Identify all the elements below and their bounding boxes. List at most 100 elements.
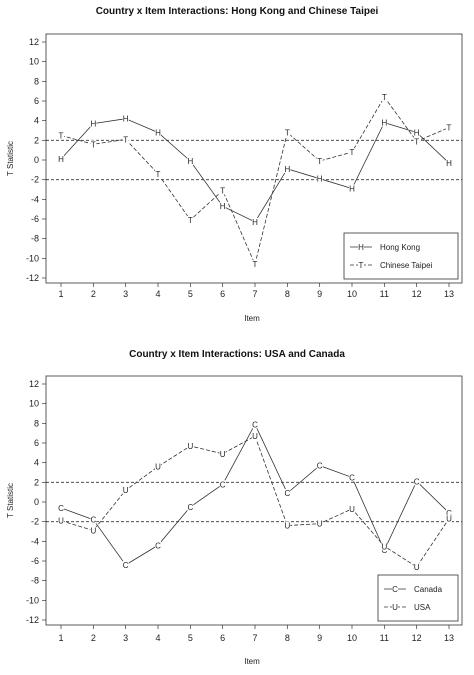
chart-1-series-1-point-bg [155,128,161,137]
chart-2-series-1-point-bg [413,477,420,486]
chart-2-legend [377,574,459,622]
chart-2-series-1-point: C [123,561,129,570]
chart-2-series-1-point-bg [187,502,194,511]
chart-2-y-tick-label: -10 [26,595,39,605]
chart-1-series-2-point: T [350,148,355,157]
chart-1-y-tick-label: 8 [34,76,39,86]
chart-1-x-axis-label: Item [244,314,260,323]
chart-2-y-tick-label: 12 [29,379,39,389]
chart-1-legend-label-2: Chinese Taipei [380,261,433,270]
chart-1-series-1-point-bg [187,156,194,165]
chart-2-series-2-point: U [252,432,258,441]
chart-2-y-tick-label: -2 [31,517,39,527]
chart-2-series-1-point: C [252,420,258,429]
chart-1-legend-marker-bg [358,260,364,269]
chart-2-series-2-point: U [317,520,323,529]
chart-2-y-tick-label: 0 [34,497,39,507]
chart-1-series-2-point-bg [413,137,420,146]
chart-2-series-1-point: C [58,504,64,513]
chart-2-series-2-point: U [220,450,226,459]
chart-1-x-tick-label: 3 [123,289,128,299]
chart-2-series-1-point: C [349,473,355,482]
chart-1-series-1-line [60,118,450,223]
chart-2-legend-label-1: Canada [414,585,443,594]
chart-2-series-1-point: C [381,546,387,555]
chart-1-series-1-point: H [252,218,258,227]
chart-2-series-2-line [60,435,450,568]
chart-1-series-1-point-bg [413,128,420,137]
chart-2-series-2-point-bg [381,542,388,551]
chart-2-series-2-point-bg [284,521,291,530]
chart-2-y-tick-label: 8 [34,418,39,428]
chart-1-series-2-point-bg [58,131,64,140]
chart-2-series-1-point: C [90,516,96,525]
chart-2-series-2-point: U [284,522,290,531]
chart-1-series-2-point-bg [381,93,388,102]
chart-2-x-tick-label: 12 [412,633,422,643]
chart-2-legend-marker-2: U [392,603,398,612]
chart-1-legend-marker-bg [358,242,364,251]
chart-2-series-2-point-bg [219,449,226,458]
chart-2-y-tick-label: 2 [34,477,39,487]
chart-1-series-1-point-bg [349,184,355,193]
chart-1-series-2-point-bg [252,260,258,269]
chart-2-title: Country x Item Interactions: USA and Can… [129,349,345,360]
chart-2-series-2-point: U [155,463,161,472]
chart-1-series-2-point-bg [122,135,129,144]
chart-1-series-1-point-bg [90,119,97,128]
chart-2-series-2-point-bg [413,562,420,571]
chart-2-y-tick-label: -6 [31,556,39,566]
chart-2-x-tick-label: 6 [220,633,225,643]
chart-1-y-tick-label: -6 [31,214,39,224]
chart-1-y-tick-label: -8 [31,234,39,244]
chart-2-x-tick-label: 1 [58,633,63,643]
chart-1-series-2-point-bg [219,186,226,195]
chart-2-series-2-point-bg [316,519,323,528]
chart-1-series-1-point: H [90,120,96,129]
chart-1-x-tick-label: 12 [412,289,422,299]
chart-2-y-tick-label: -12 [26,615,39,625]
chart-1-y-tick-label: 6 [34,96,39,106]
chart-1-series-2-point: T [414,137,419,146]
chart-1-plot-frame [45,33,463,284]
chart-2-series-1-point-bg [155,541,161,550]
chart-1-y-tick-label: 10 [29,57,39,67]
chart-1-series-1-point: H [155,128,161,137]
chart-2-y-axis-label: T Statistic [6,483,15,518]
chart-1-series-2-point: T [220,186,225,195]
chart-2-legend-marker-bg [392,602,398,611]
chart-2-series-1-point-bg [316,461,323,470]
chart-1-y-tick-label: -12 [26,273,39,283]
chart-1-x-tick-label: 2 [91,289,96,299]
chart-2-series-2-point-bg [90,526,97,535]
chart-1-y-tick-label: 12 [29,37,39,47]
chart-2-plot-frame [45,375,463,626]
chart-1-series-1-point-bg [58,155,64,164]
chart-1-series-1-point: H [284,165,290,174]
chart-2-series-1-point-bg [58,503,64,512]
chart-2-series-1-point-bg [446,508,452,517]
chart-2-series-2-point: U [187,442,193,451]
chart-1-legend-label-1: Hong Kong [380,243,420,252]
chart-1-y-axis-label: T Statistic [6,141,15,176]
chart-2-y-tick-label: -4 [31,536,39,546]
chart-1-series-2-point-bg [446,123,452,132]
chart-1-series-1-point-bg [316,174,323,183]
chart-1-x-tick-label: 13 [444,289,454,299]
chart-2-y-tick-label: 4 [34,458,39,468]
chart-1-x-tick-label: 1 [58,289,63,299]
chart-1-series-2-point: T [317,157,322,166]
chart-1-series-1-point: H [446,159,452,168]
chart-1-x-tick-label: 10 [347,289,357,299]
chart-2-series-2-point: U [123,486,129,495]
chart-2-series-1-point: C [220,480,226,489]
chart-2-x-tick-label: 13 [444,633,454,643]
chart-2-series-1-line [60,423,450,566]
chart-1-x-tick-label: 5 [188,289,193,299]
chart-1-x-tick-label: 6 [220,289,225,299]
chart-2-x-tick-label: 3 [123,633,128,643]
chart-1-series-1-point-bg [284,164,291,173]
chart-2-series-2-point-bg [187,441,194,450]
chart-2-series-2-point: U [90,527,96,536]
